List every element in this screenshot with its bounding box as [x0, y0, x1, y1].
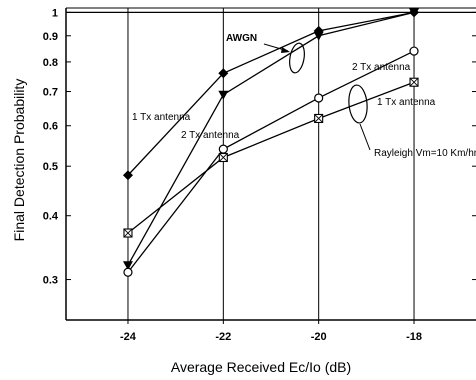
- data-point-s4-cross-b: [409, 77, 419, 87]
- data-point-s1: [218, 68, 229, 79]
- data-point-s2: [313, 31, 324, 41]
- y-tick-label: 0.8: [43, 57, 58, 69]
- x-tick-label: -24: [120, 331, 137, 343]
- annotation-awgn: AWGN: [226, 33, 257, 44]
- data-point-s4-cross-b: [314, 114, 323, 123]
- annotation-1tx-rayleigh: 1 Tx antenna: [377, 97, 436, 108]
- awgn-arrowhead: [281, 47, 290, 53]
- x-tick-label: -22: [215, 331, 231, 343]
- y-tick-label: 0.5: [43, 161, 58, 173]
- annotation-rayleigh: Rayleigh Vm=10 Km/hr: [374, 148, 476, 159]
- series-line-1: [127, 11, 415, 176]
- data-point-s2: [218, 90, 229, 100]
- data-point-s3: [123, 267, 133, 277]
- x-tick-label: -18: [406, 331, 422, 343]
- y-tick-label: 0.4: [43, 211, 59, 223]
- data-point-s2: [122, 261, 133, 271]
- grid: [66, 8, 476, 324]
- y-tick-label: 0.7: [43, 87, 58, 99]
- y-tick-labels: 1 0.9 0.8 0.7 0.6 0.5 0.4 0.3: [43, 7, 59, 286]
- x-tick-labels: -24 -22 -20 -18: [120, 331, 422, 343]
- data-point-s1: [122, 170, 133, 181]
- data-point-s4-cross-b: [219, 153, 228, 162]
- x-axis-label: Average Received Ec/Io (dB): [171, 359, 351, 375]
- series-line-3: [127, 50, 415, 273]
- series-lines: [127, 11, 415, 273]
- x-tick-label: -20: [311, 331, 327, 343]
- awgn-group-ellipse: [289, 42, 305, 74]
- data-point-s3: [409, 46, 419, 56]
- annotations: AWGN 2 Tx antenna 1 Tx antenna 2 Tx ante…: [132, 33, 476, 159]
- y-tick-label: 1: [52, 7, 58, 19]
- plot-frame: [65, 7, 476, 321]
- y-tick-label: 0.3: [43, 275, 58, 287]
- y-tick-label: 0.6: [43, 121, 58, 133]
- y-tick-label: 0.9: [43, 31, 58, 43]
- data-point-s4-cross-b: [123, 228, 133, 238]
- y-axis-label: Final Detection Probability: [11, 79, 27, 242]
- data-point-s4: [218, 152, 228, 163]
- data-point-s2: [409, 8, 420, 18]
- data-point-s4: [409, 77, 419, 87]
- rayleigh-group-ellipse: [348, 84, 368, 124]
- annotation-1tx-awgn: 1 Tx antenna: [132, 112, 191, 123]
- data-point-s3: [314, 93, 324, 103]
- series-markers: [122, 7, 420, 277]
- annotation-2tx-awgn: 2 Tx antenna: [181, 130, 240, 141]
- annotation-2tx-rayleigh: 2 Tx antenna: [352, 62, 411, 73]
- data-point-s3: [218, 144, 228, 154]
- data-point-s4: [314, 113, 324, 124]
- axis-titles: Average Received Ec/Io (dB) Final Detect…: [11, 79, 351, 375]
- series-line-4: [127, 81, 415, 234]
- data-point-s4: [123, 228, 133, 238]
- rayleigh-pointer-line: [359, 123, 371, 151]
- series-line-2: [127, 11, 415, 266]
